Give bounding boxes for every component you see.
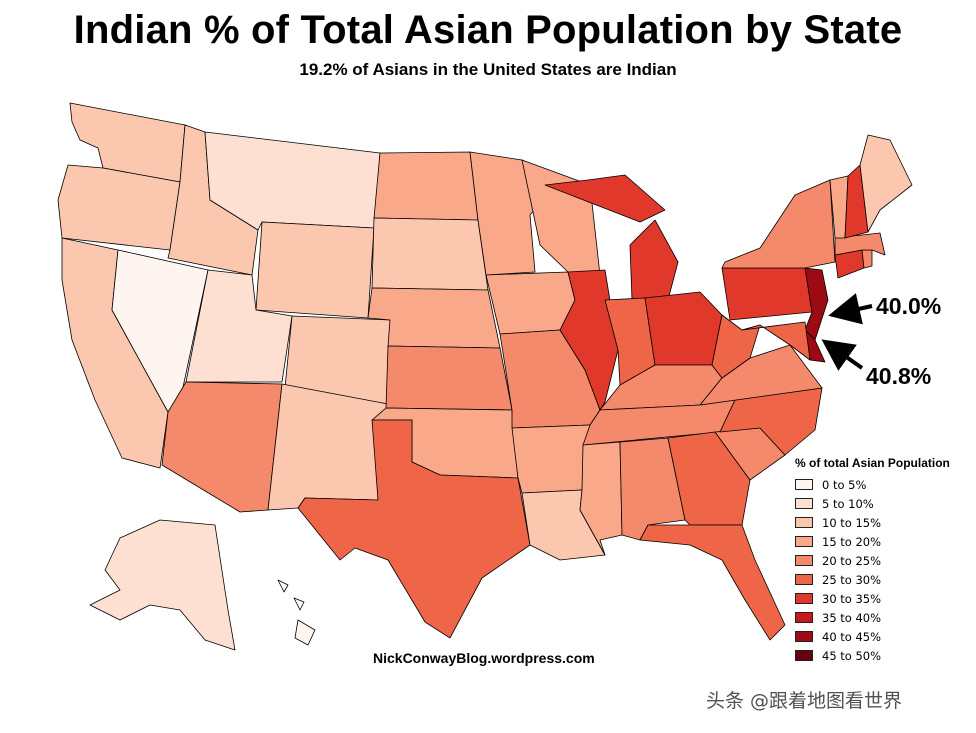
state-ar (511, 424, 591, 494)
state-ia (485, 271, 576, 335)
legend-swatch (795, 555, 813, 566)
legend-swatch (795, 631, 813, 642)
state-nd (373, 151, 479, 221)
legend-item: 15 to 20% (795, 532, 975, 551)
legend-item: 35 to 40% (795, 608, 975, 627)
state-mi (544, 174, 679, 301)
state-ny (721, 179, 836, 269)
legend-label: 30 to 35% (822, 591, 882, 606)
legend-swatch (795, 593, 813, 604)
legend-item: 10 to 15% (795, 513, 975, 532)
legend-label: 5 to 10% (822, 496, 874, 511)
state-md (741, 321, 811, 361)
legend-item: 30 to 35% (795, 589, 975, 608)
state-tx (297, 419, 531, 639)
state-hi (277, 579, 316, 646)
legend-item: 40 to 45% (795, 627, 975, 646)
state-az (161, 381, 283, 513)
state-fl (639, 524, 786, 641)
legend-item: 45 to 50% (795, 646, 975, 665)
map-legend: % of total Asian Population 0 to 5% 5 to … (795, 456, 975, 665)
state-ma (834, 232, 886, 256)
legend-label: 20 to 25% (822, 553, 882, 568)
legend-item: 5 to 10% (795, 494, 975, 513)
legend-title: % of total Asian Population (795, 456, 950, 470)
legend-swatch (795, 536, 813, 547)
state-ks (385, 345, 513, 411)
callout-nj-value: 40.0% (876, 293, 942, 319)
legend-item: 0 to 5% (795, 475, 975, 494)
watermark-text: 头条 @跟着地图看世界 (706, 690, 903, 712)
state-ri (861, 249, 873, 269)
callout-de-value: 40.8% (866, 363, 932, 389)
legend-label: 45 to 50% (822, 648, 882, 663)
credit-text: NickConwayBlog.wordpress.com (373, 650, 595, 666)
legend-label: 35 to 40% (822, 610, 882, 625)
legend-label: 25 to 30% (822, 572, 882, 587)
map-subtitle: 19.2% of Asians in the United States are… (299, 60, 677, 79)
state-sd (371, 217, 489, 291)
legend-swatch (795, 498, 813, 509)
legend-label: 40 to 45% (822, 629, 882, 644)
state-pa (721, 267, 813, 321)
legend-swatch (795, 650, 813, 661)
callout-arrow-nj (828, 293, 873, 325)
legend-swatch (795, 479, 813, 490)
legend-item: 25 to 30% (795, 570, 975, 589)
state-wy (255, 221, 375, 319)
legend-item: 20 to 25% (795, 551, 975, 570)
state-nm (267, 383, 389, 511)
state-va (699, 344, 823, 406)
state-me (859, 134, 913, 233)
map-title: Indian % of Total Asian Population by St… (73, 8, 903, 52)
legend-label: 10 to 15% (822, 515, 882, 530)
state-oh (644, 291, 723, 366)
legend-label: 0 to 5% (822, 477, 867, 492)
legend-swatch (795, 517, 813, 528)
legend-label: 15 to 20% (822, 534, 882, 549)
state-ak (89, 519, 236, 651)
callout-arrow-de (821, 339, 864, 371)
legend-swatch (795, 574, 813, 585)
legend-swatch (795, 612, 813, 623)
